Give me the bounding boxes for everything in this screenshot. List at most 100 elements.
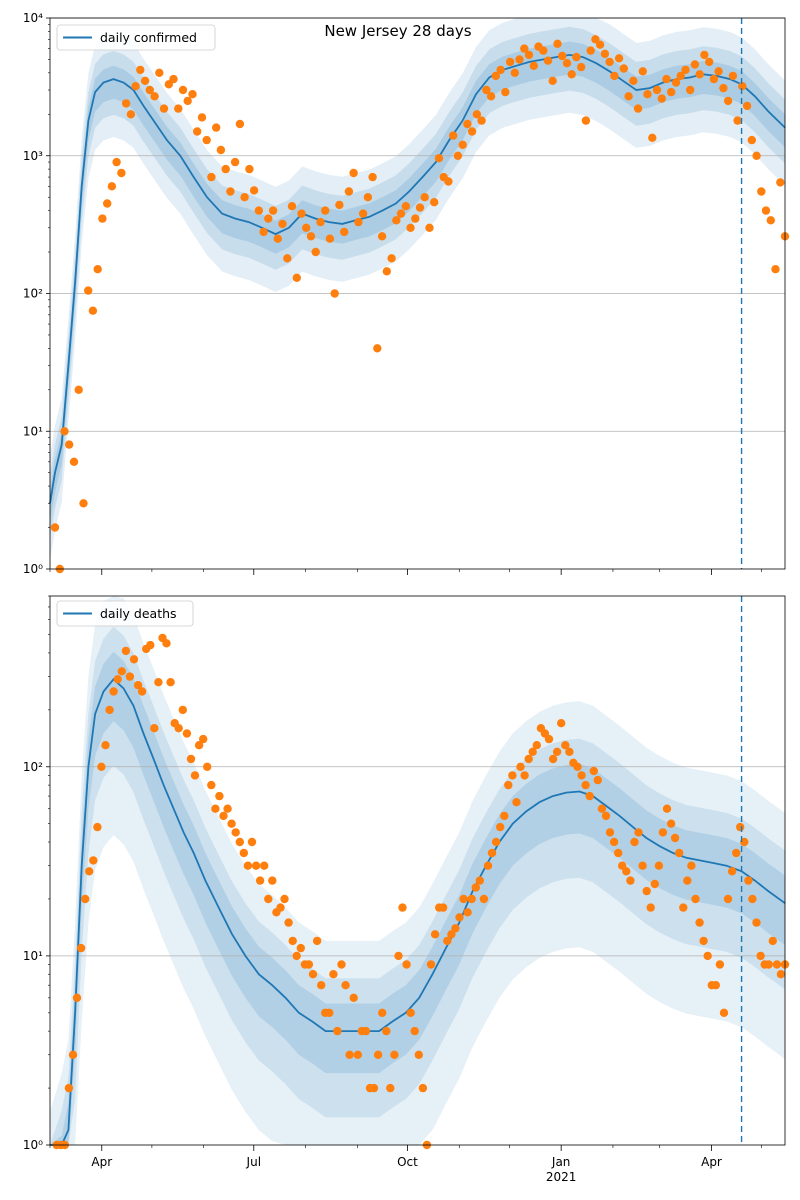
cases-observed-point [335, 200, 344, 210]
deaths-observed-point [752, 918, 761, 927]
deaths-observed-point [496, 822, 505, 832]
cases-observed-point [273, 234, 282, 243]
cases-observed-point [330, 289, 339, 298]
cases-observed-point [491, 71, 500, 81]
deaths-observed-point [736, 822, 745, 832]
cases-observed-point [65, 440, 74, 449]
deaths-observed-point [585, 791, 594, 801]
cases-observed-point [287, 202, 297, 211]
cases-observed-point [757, 187, 766, 196]
cases-observed-point [595, 40, 605, 49]
deaths-observed-point [544, 734, 554, 744]
deaths-observed-point [500, 811, 509, 821]
deaths-observed-point [723, 894, 733, 904]
cases-observed-point [259, 227, 268, 237]
cases-observed-point [671, 78, 681, 87]
deaths-observed-point [719, 1008, 729, 1017]
cases-observed-point [501, 87, 510, 97]
deaths-observed-point [121, 646, 131, 656]
deaths-observed-point [675, 848, 684, 858]
deaths-observed-point [182, 729, 192, 738]
deaths-observed-point [117, 667, 127, 676]
deaths-observed-point [748, 894, 757, 904]
deaths-x-tick-label: Apr [701, 1155, 722, 1169]
deaths-observed-point [646, 903, 655, 912]
deaths-observed-point [89, 856, 98, 865]
cases-observed-point [567, 70, 576, 79]
cases-y-tick-label: 10⁴ [23, 11, 43, 25]
cases-observed-point [140, 76, 150, 86]
cases-model-line [49, 53, 786, 504]
deaths-observed-point [284, 918, 293, 927]
deaths-observed-points [52, 633, 790, 1150]
cases-observed-point [155, 68, 164, 78]
cases-observed-point [486, 92, 496, 101]
cases-y-tick-label: 10³ [23, 149, 43, 163]
deaths-observed-point [341, 981, 350, 990]
deaths-observed-point [711, 981, 720, 990]
cases-observed-point [401, 202, 410, 211]
deaths-observed-point [772, 960, 782, 969]
cases-observed-point [614, 54, 624, 63]
cases-observed-point [178, 85, 188, 95]
deaths-observed-point [577, 771, 586, 780]
cases-observed-point [226, 187, 235, 196]
cases-observed-point [577, 62, 586, 72]
deaths-observed-point [471, 883, 480, 892]
deaths-observed-point [605, 828, 615, 837]
deaths-observed-point [516, 762, 525, 771]
deaths-y-tick-label: 10² [23, 760, 43, 774]
cases-observed-point [373, 344, 382, 353]
deaths-observed-point [264, 894, 273, 904]
cases-observed-point [505, 57, 515, 67]
cases-observed-point [216, 145, 226, 155]
deaths-observed-point [239, 848, 248, 858]
cases-observed-point [539, 46, 548, 55]
deaths-observed-point [93, 822, 102, 832]
cases-observed-point [619, 64, 628, 73]
deaths-observed-point [162, 639, 171, 648]
deaths-observed-point [487, 848, 497, 858]
cases-observed-point [752, 151, 761, 160]
cases-observed-point [705, 57, 714, 67]
cases-observed-point [629, 76, 638, 86]
deaths-observed-point [101, 741, 110, 750]
cases-observed-point [733, 116, 742, 125]
cases-observed-point [387, 254, 396, 263]
deaths-observed-point [512, 798, 521, 807]
deaths-observed-point [532, 741, 541, 750]
deaths-observed-point [447, 930, 456, 939]
deaths-observed-point [402, 960, 411, 969]
deaths-observed-point [178, 705, 187, 715]
cases-observed-point [482, 85, 491, 95]
deaths-band-1 [50, 626, 785, 1145]
cases-observed-point [136, 65, 145, 75]
deaths-observed-point [764, 960, 773, 969]
cases-observed-point [558, 51, 567, 61]
cases-observed-point [240, 193, 249, 202]
cases-observed-point [453, 151, 463, 160]
cases-observed-point [430, 198, 439, 207]
deaths-observed-point [353, 1050, 362, 1060]
cases-observed-point [766, 216, 775, 225]
deaths-observed-point [227, 819, 236, 828]
deaths-observed-point [475, 876, 484, 885]
cases-observed-point [311, 247, 320, 257]
deaths-observed-point [768, 936, 777, 946]
cases-observed-point [235, 119, 245, 129]
deaths-observed-point [345, 1050, 354, 1060]
cases-observed-point [69, 457, 79, 466]
deaths-observed-point [333, 1026, 342, 1036]
cases-observed-point [358, 209, 368, 218]
cases-observed-point [434, 154, 444, 163]
deaths-observed-point [378, 1008, 387, 1017]
cases-observed-point [553, 39, 562, 48]
cases-observed-point [686, 85, 695, 95]
deaths-observed-point [231, 828, 240, 837]
deaths-observed-point [199, 734, 208, 744]
cases-observed-point [392, 216, 401, 225]
cases-observed-point [249, 186, 259, 195]
deaths-observed-point [133, 681, 143, 690]
cases-observed-point [742, 101, 752, 111]
cases-observed-point [415, 203, 425, 212]
